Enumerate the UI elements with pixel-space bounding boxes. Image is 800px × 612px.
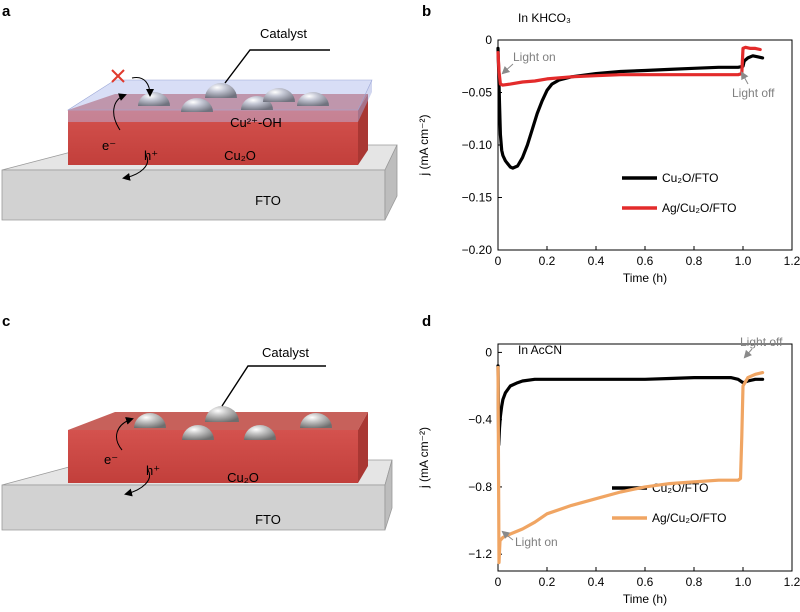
series-line	[496, 46, 765, 170]
catalyst-particle	[244, 425, 276, 440]
catalyst-particle	[134, 413, 166, 428]
cu2o-label: Cu₂O	[224, 148, 256, 163]
catalyst-particle	[205, 83, 237, 98]
legend-label: Ag/Cu₂O/FTO	[662, 201, 736, 215]
panel-letter: b	[422, 3, 431, 20]
hole-label: h⁺	[144, 148, 158, 163]
cu2o-front-face	[68, 430, 358, 483]
x-tick-label: 0.8	[686, 254, 703, 268]
fto-side-face	[384, 459, 393, 531]
electron-arrow	[113, 93, 127, 131]
condition-label: In KHCO₃	[518, 11, 571, 25]
y-tick-label: −1.2	[468, 547, 492, 561]
annotation-arrow	[743, 348, 753, 359]
x-tick-label: 0.8	[686, 575, 703, 589]
fto-label: FTO	[255, 512, 281, 527]
series-line	[496, 365, 765, 565]
panel-c-letter: c	[2, 313, 10, 330]
x-tick-label: 0	[495, 575, 502, 589]
y-tick-label: −0.10	[462, 138, 493, 152]
x-tick-label: 0.6	[637, 254, 654, 268]
cu2o-front-face	[68, 110, 358, 165]
chart-panel-d: d 0 0.2 0.4 0.6 0.8 1.0 1.2 0 −0.4 −0.8 −1.2 Time (h…	[417, 313, 800, 606]
hole-arrow	[122, 154, 148, 181]
catalyst-particle	[181, 98, 213, 112]
catalyst-particle	[182, 425, 214, 440]
x-tick-label: 1.0	[735, 254, 752, 268]
y-tick-label: 0	[485, 33, 492, 47]
catalyst-particles-c	[134, 406, 332, 440]
fto-front-face	[1, 169, 386, 221]
cu2o-side-face	[358, 412, 368, 483]
panel-a-letter: a	[2, 3, 11, 20]
annotation-arrow	[501, 63, 514, 75]
annotation-label: Light off	[732, 86, 775, 100]
annotation-arrow	[741, 71, 749, 85]
x-tick-label: 1.2	[784, 254, 800, 268]
x-tick-label: 0.2	[539, 575, 556, 589]
hole-label: h⁺	[146, 463, 160, 478]
annotation-label: Light on	[515, 535, 558, 549]
annotation-arrow	[501, 530, 514, 541]
blocked-cross-icon	[111, 69, 125, 83]
legend-label: Ag/Cu₂O/FTO	[652, 511, 726, 525]
catalyst-label: Catalyst	[262, 345, 309, 360]
catalyst-particle	[205, 406, 239, 422]
x-tick-label: 0.2	[539, 254, 556, 268]
x-tick-label: 0.4	[588, 254, 605, 268]
catalyst-leader-line	[221, 365, 326, 407]
x-tick-label: 0	[495, 254, 502, 268]
y-tick-label: −0.8	[468, 480, 492, 494]
electron-arrow	[116, 416, 134, 451]
surface-layer-front	[68, 110, 358, 122]
y-axis-title: j (mA cm⁻²)	[417, 115, 431, 177]
surface-layer-side	[358, 80, 372, 122]
panel-letter: d	[422, 313, 431, 330]
catalyst-particle	[263, 88, 295, 102]
catalyst-label: Catalyst	[260, 26, 307, 41]
catalyst-particle	[300, 413, 332, 428]
hole-arrow	[124, 469, 150, 497]
catalyst-leader-line	[224, 49, 330, 84]
series-line	[496, 45, 762, 87]
fto-side-face	[384, 144, 398, 221]
legend-label: Cu₂O/FTO	[662, 171, 718, 185]
x-axis-title: Time (h)	[623, 271, 667, 285]
y-tick-label: −0.15	[462, 191, 493, 205]
series-line	[496, 364, 765, 447]
surface-species-label: Cu²⁺-OH	[230, 115, 282, 130]
y-axis-title: j (mA cm⁻²)	[417, 427, 431, 489]
panel-c-schematic: c FTO Cu₂O Catalyst e⁻ h⁺	[1, 313, 393, 531]
electron-label: e⁻	[104, 452, 118, 467]
x-tick-label: 1.2	[784, 575, 800, 589]
electron-to-catalyst-arrow	[131, 76, 154, 97]
chart-panel-b: b 0 0.2 0.4 0.6 0.8 1.0 1.2 0 −0.05 −0.10 −0.15 −0.2…	[417, 3, 800, 285]
y-tick-label: −0.4	[468, 413, 492, 427]
x-axis-title: Time (h)	[623, 592, 667, 606]
cu2o-label: Cu₂O	[227, 470, 259, 485]
annotation-label: Light on	[513, 50, 556, 64]
fto-label: FTO	[255, 193, 281, 208]
annotation-label: Light off	[740, 335, 783, 349]
panel-a-schematic: a FTO Cu₂O Cu²⁺-OH Catalyst	[1, 3, 398, 221]
catalyst-particle	[297, 92, 329, 106]
x-tick-label: 0.6	[637, 575, 654, 589]
x-tick-label: 1.0	[735, 575, 752, 589]
fto-front-face	[1, 484, 386, 531]
y-tick-label: −0.05	[462, 86, 493, 100]
y-tick-label: −0.20	[462, 243, 493, 257]
catalyst-particles-a	[138, 83, 329, 112]
y-tick-label: 0	[485, 345, 492, 359]
x-tick-label: 0.4	[588, 575, 605, 589]
condition-label: In AcCN	[518, 343, 562, 357]
electron-label: e⁻	[102, 138, 116, 153]
